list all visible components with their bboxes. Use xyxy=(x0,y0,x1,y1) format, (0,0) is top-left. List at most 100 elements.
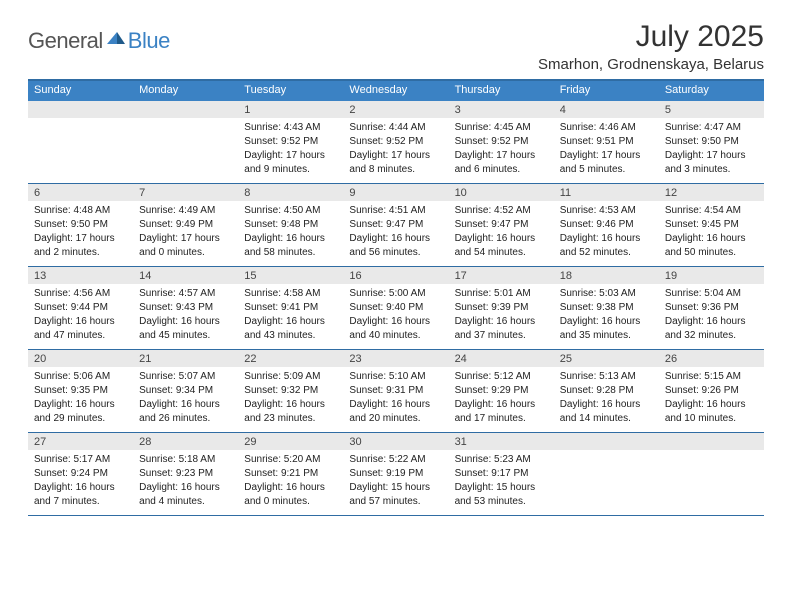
calendar-page: General Blue July 2025 Smarhon, Grodnens… xyxy=(0,0,792,536)
day-day1: Daylight: 16 hours xyxy=(560,398,653,411)
calendar-day: 28Sunrise: 5:18 AMSunset: 9:23 PMDayligh… xyxy=(133,433,238,515)
month-title: July 2025 xyxy=(538,20,764,54)
day-number: 15 xyxy=(238,267,343,284)
day-sunset: Sunset: 9:29 PM xyxy=(455,384,548,397)
day-number xyxy=(28,101,133,118)
day-body: Sunrise: 5:20 AMSunset: 9:21 PMDaylight:… xyxy=(238,450,343,515)
day-sunset: Sunset: 9:19 PM xyxy=(349,467,442,480)
day-day1: Daylight: 17 hours xyxy=(560,149,653,162)
day-day1: Daylight: 16 hours xyxy=(34,315,127,328)
calendar-week: 20Sunrise: 5:06 AMSunset: 9:35 PMDayligh… xyxy=(28,350,764,433)
logo: General Blue xyxy=(28,20,170,54)
day-sunrise: Sunrise: 5:23 AM xyxy=(455,453,548,466)
day-number: 7 xyxy=(133,184,238,201)
day-sunset: Sunset: 9:17 PM xyxy=(455,467,548,480)
day-body xyxy=(659,450,764,506)
calendar-day: 25Sunrise: 5:13 AMSunset: 9:28 PMDayligh… xyxy=(554,350,659,432)
day-number: 24 xyxy=(449,350,554,367)
day-body: Sunrise: 5:13 AMSunset: 9:28 PMDaylight:… xyxy=(554,367,659,432)
day-sunset: Sunset: 9:26 PM xyxy=(665,384,758,397)
day-number: 5 xyxy=(659,101,764,118)
day-sunrise: Sunrise: 4:56 AM xyxy=(34,287,127,300)
day-sunset: Sunset: 9:21 PM xyxy=(244,467,337,480)
calendar-week: 1Sunrise: 4:43 AMSunset: 9:52 PMDaylight… xyxy=(28,101,764,184)
day-day1: Daylight: 16 hours xyxy=(349,398,442,411)
calendar-grid: SundayMondayTuesdayWednesdayThursdayFrid… xyxy=(28,79,764,516)
calendar-day-empty xyxy=(28,101,133,183)
calendar-day-empty xyxy=(659,433,764,515)
day-sunset: Sunset: 9:46 PM xyxy=(560,218,653,231)
day-day1: Daylight: 17 hours xyxy=(455,149,548,162)
calendar-day: 22Sunrise: 5:09 AMSunset: 9:32 PMDayligh… xyxy=(238,350,343,432)
day-day2: and 40 minutes. xyxy=(349,329,442,342)
day-sunset: Sunset: 9:38 PM xyxy=(560,301,653,314)
calendar-day: 15Sunrise: 4:58 AMSunset: 9:41 PMDayligh… xyxy=(238,267,343,349)
day-day1: Daylight: 16 hours xyxy=(244,315,337,328)
day-day2: and 17 minutes. xyxy=(455,412,548,425)
day-body: Sunrise: 5:07 AMSunset: 9:34 PMDaylight:… xyxy=(133,367,238,432)
logo-mark-icon xyxy=(107,30,125,44)
day-body: Sunrise: 5:12 AMSunset: 9:29 PMDaylight:… xyxy=(449,367,554,432)
day-body xyxy=(133,118,238,174)
day-body: Sunrise: 5:00 AMSunset: 9:40 PMDaylight:… xyxy=(343,284,448,349)
day-day1: Daylight: 16 hours xyxy=(455,315,548,328)
day-sunset: Sunset: 9:51 PM xyxy=(560,135,653,148)
day-number: 11 xyxy=(554,184,659,201)
day-day2: and 47 minutes. xyxy=(34,329,127,342)
day-sunrise: Sunrise: 5:04 AM xyxy=(665,287,758,300)
day-sunset: Sunset: 9:50 PM xyxy=(34,218,127,231)
day-body: Sunrise: 4:43 AMSunset: 9:52 PMDaylight:… xyxy=(238,118,343,183)
day-day1: Daylight: 16 hours xyxy=(34,481,127,494)
day-sunset: Sunset: 9:24 PM xyxy=(34,467,127,480)
day-sunrise: Sunrise: 4:52 AM xyxy=(455,204,548,217)
calendar-week: 13Sunrise: 4:56 AMSunset: 9:44 PMDayligh… xyxy=(28,267,764,350)
day-day2: and 20 minutes. xyxy=(349,412,442,425)
day-day1: Daylight: 17 hours xyxy=(665,149,758,162)
day-day1: Daylight: 15 hours xyxy=(349,481,442,494)
day-day1: Daylight: 17 hours xyxy=(349,149,442,162)
day-body: Sunrise: 4:48 AMSunset: 9:50 PMDaylight:… xyxy=(28,201,133,266)
day-number: 14 xyxy=(133,267,238,284)
day-day2: and 43 minutes. xyxy=(244,329,337,342)
logo-text-blue: Blue xyxy=(128,28,170,54)
day-sunrise: Sunrise: 4:46 AM xyxy=(560,121,653,134)
day-number: 9 xyxy=(343,184,448,201)
title-block: July 2025 Smarhon, Grodnenskaya, Belarus xyxy=(538,20,764,73)
calendar-day: 8Sunrise: 4:50 AMSunset: 9:48 PMDaylight… xyxy=(238,184,343,266)
calendar-day: 9Sunrise: 4:51 AMSunset: 9:47 PMDaylight… xyxy=(343,184,448,266)
day-day1: Daylight: 16 hours xyxy=(560,232,653,245)
calendar-day: 10Sunrise: 4:52 AMSunset: 9:47 PMDayligh… xyxy=(449,184,554,266)
day-sunrise: Sunrise: 5:09 AM xyxy=(244,370,337,383)
day-body: Sunrise: 4:49 AMSunset: 9:49 PMDaylight:… xyxy=(133,201,238,266)
calendar-day: 13Sunrise: 4:56 AMSunset: 9:44 PMDayligh… xyxy=(28,267,133,349)
day-sunrise: Sunrise: 5:07 AM xyxy=(139,370,232,383)
day-body: Sunrise: 4:53 AMSunset: 9:46 PMDaylight:… xyxy=(554,201,659,266)
calendar-day: 7Sunrise: 4:49 AMSunset: 9:49 PMDaylight… xyxy=(133,184,238,266)
day-sunrise: Sunrise: 5:15 AM xyxy=(665,370,758,383)
day-number: 12 xyxy=(659,184,764,201)
calendar-day: 19Sunrise: 5:04 AMSunset: 9:36 PMDayligh… xyxy=(659,267,764,349)
day-day1: Daylight: 16 hours xyxy=(244,481,337,494)
day-sunrise: Sunrise: 4:44 AM xyxy=(349,121,442,134)
day-day2: and 3 minutes. xyxy=(665,163,758,176)
day-sunrise: Sunrise: 5:22 AM xyxy=(349,453,442,466)
day-body: Sunrise: 4:47 AMSunset: 9:50 PMDaylight:… xyxy=(659,118,764,183)
day-body: Sunrise: 4:50 AMSunset: 9:48 PMDaylight:… xyxy=(238,201,343,266)
day-day2: and 5 minutes. xyxy=(560,163,653,176)
day-body: Sunrise: 5:06 AMSunset: 9:35 PMDaylight:… xyxy=(28,367,133,432)
day-day1: Daylight: 17 hours xyxy=(139,232,232,245)
day-number: 1 xyxy=(238,101,343,118)
calendar-day: 11Sunrise: 4:53 AMSunset: 9:46 PMDayligh… xyxy=(554,184,659,266)
day-number: 28 xyxy=(133,433,238,450)
day-sunrise: Sunrise: 4:45 AM xyxy=(455,121,548,134)
day-sunrise: Sunrise: 4:47 AM xyxy=(665,121,758,134)
location-text: Smarhon, Grodnenskaya, Belarus xyxy=(538,56,764,73)
day-body: Sunrise: 5:23 AMSunset: 9:17 PMDaylight:… xyxy=(449,450,554,515)
day-body: Sunrise: 4:57 AMSunset: 9:43 PMDaylight:… xyxy=(133,284,238,349)
day-day1: Daylight: 15 hours xyxy=(455,481,548,494)
day-day1: Daylight: 16 hours xyxy=(665,232,758,245)
day-sunrise: Sunrise: 5:01 AM xyxy=(455,287,548,300)
day-day2: and 9 minutes. xyxy=(244,163,337,176)
day-day2: and 26 minutes. xyxy=(139,412,232,425)
calendar-day: 17Sunrise: 5:01 AMSunset: 9:39 PMDayligh… xyxy=(449,267,554,349)
